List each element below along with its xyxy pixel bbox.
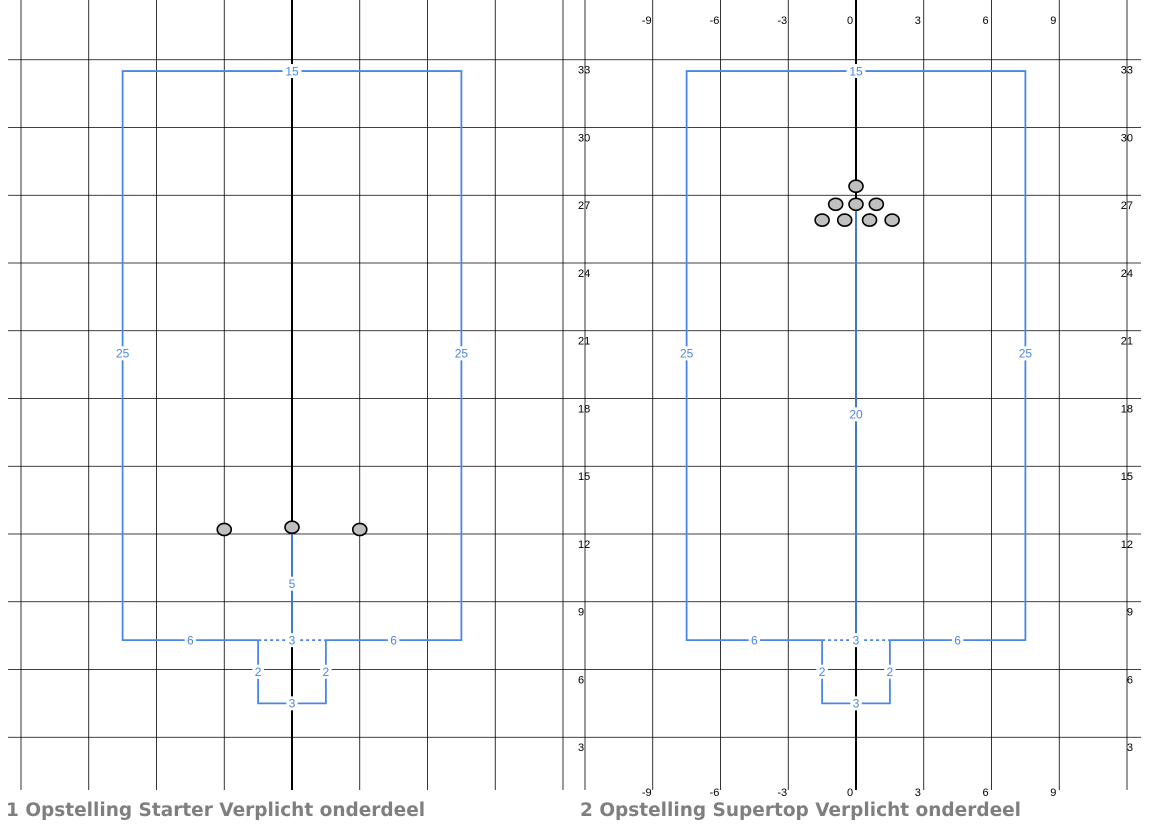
dimension-label-bottom-mid-bg — [286, 633, 298, 648]
panel-starter: 33 30 27 24 21 18 15 12 9 6 3 15 25 25 5 6 6 3 2 2 3 — [8, 0, 590, 790]
x-tick-label-bottom: 9 — [1050, 787, 1056, 799]
dimension-label-notch-left-bg — [252, 664, 264, 679]
dimension-label-center: 5 — [289, 577, 296, 591]
dimension-label-left-bg — [113, 346, 133, 361]
x-tick-label-bottom: -6 — [710, 787, 720, 799]
caption-starter: 1 Opstelling Starter Verplicht onderdeel — [6, 800, 426, 821]
dimension-label-top-bg — [282, 64, 302, 79]
dimension-label-top-bg — [846, 64, 866, 79]
marker — [868, 197, 885, 212]
dimension-label-notch-bottom-bg — [286, 696, 298, 711]
y-tick-label: 12 — [1121, 539, 1133, 551]
dimension-label-notch-right-bg — [884, 664, 896, 679]
x-tick-label-top: -9 — [642, 15, 652, 27]
x-tick-label-bottom: -9 — [642, 787, 652, 799]
dimension-label-right: 25 — [455, 347, 469, 361]
dimension-label-notch-left: 2 — [255, 665, 262, 679]
dimension-label-left: 25 — [680, 347, 694, 361]
y-tick-label: 12 — [578, 539, 590, 551]
x-tick-label-top: 3 — [915, 15, 921, 27]
dimension-label-notch-bottom: 3 — [289, 697, 296, 711]
dimension-label-bottom-left: 6 — [751, 633, 758, 647]
dimension-label-bottom-mid: 3 — [853, 633, 860, 647]
x-tick-label-top: 6 — [982, 15, 988, 27]
dimension-label-left: 25 — [116, 347, 130, 361]
y-tick-label: 3 — [1127, 742, 1133, 754]
dimension-label-bottom-mid: 3 — [289, 633, 296, 647]
dimension-label-notch-bottom-bg — [850, 696, 862, 711]
dimension-label-bottom-right-bg — [387, 633, 400, 648]
x-tick-label-bottom: -3 — [777, 787, 787, 799]
y-tick-label: 24 — [1121, 268, 1133, 280]
dimension-label-notch-right-bg — [320, 664, 332, 679]
y-tick-label: 21 — [578, 336, 590, 348]
marker — [814, 213, 830, 227]
marker — [861, 213, 878, 227]
x-tick-label-bottom: 0 — [847, 787, 853, 799]
marker — [827, 197, 844, 212]
dimension-label-bottom-right: 6 — [390, 633, 397, 647]
y-tick-label: 15 — [578, 471, 590, 483]
dimension-label-right-bg — [1015, 346, 1035, 361]
x-tick-label-bottom: 3 — [915, 787, 921, 799]
y-tick-label: 24 — [578, 268, 590, 280]
dimension-label-bottom-right-bg — [951, 633, 964, 648]
marker — [884, 213, 900, 227]
dimension-label-bottom-mid-bg — [850, 633, 862, 648]
x-tick-label-top: 9 — [1050, 15, 1056, 27]
y-tick-label: 18 — [1121, 403, 1133, 415]
x-tick-label-top: -6 — [710, 15, 720, 27]
dimension-label-right: 25 — [1019, 347, 1033, 361]
y-tick-label: 33 — [1121, 65, 1133, 77]
y-tick-label: 6 — [578, 674, 584, 686]
y-tick-label: 15 — [1121, 471, 1133, 483]
y-tick-label: 9 — [1127, 607, 1133, 619]
caption-supertop: 2 Opstelling Supertop Verplicht onderdee… — [580, 800, 1022, 821]
panel-supertop: 3330272421181512963-9-9-6-6-3-3003366991… — [575, 0, 1141, 799]
dimension-label-bottom-left: 6 — [187, 633, 194, 647]
x-tick-label-top: 0 — [847, 15, 853, 27]
y-tick-label: 9 — [578, 607, 584, 619]
marker — [284, 520, 300, 535]
y-tick-label: 33 — [578, 65, 590, 77]
marker — [836, 213, 853, 227]
x-tick-label-bottom: 6 — [982, 787, 988, 799]
dimension-label-left-bg — [677, 346, 697, 361]
marker — [216, 522, 233, 537]
y-tick-label: 30 — [1121, 132, 1133, 144]
dimension-label-center-bg — [846, 407, 866, 422]
y-tick-label: 30 — [578, 132, 590, 144]
dimension-label-notch-left: 2 — [819, 665, 826, 679]
dimension-label-center: 20 — [849, 408, 863, 422]
x-tick-label-top: -3 — [777, 15, 787, 27]
marker — [351, 522, 368, 537]
marker — [848, 179, 864, 194]
y-tick-label: 6 — [1127, 674, 1133, 686]
dimension-label-right-bg — [451, 346, 471, 361]
dimension-label-notch-left-bg — [816, 664, 828, 679]
y-tick-label: 27 — [1121, 200, 1133, 212]
dimension-label-notch-right: 2 — [887, 665, 894, 679]
dimension-label-top: 15 — [285, 64, 299, 78]
marker — [848, 197, 864, 212]
dimension-label-bottom-right: 6 — [954, 633, 961, 647]
y-tick-label: 27 — [578, 200, 590, 212]
dimension-label-top: 15 — [849, 64, 863, 78]
dimension-label-bottom-left-bg — [748, 633, 761, 648]
y-tick-label: 21 — [1121, 336, 1133, 348]
dimension-label-notch-bottom: 3 — [853, 697, 860, 711]
dimension-label-notch-right: 2 — [323, 665, 330, 679]
y-tick-label: 3 — [578, 742, 584, 754]
y-tick-label: 18 — [578, 403, 590, 415]
dimension-label-center-bg — [286, 576, 298, 591]
dimension-label-bottom-left-bg — [184, 633, 197, 648]
